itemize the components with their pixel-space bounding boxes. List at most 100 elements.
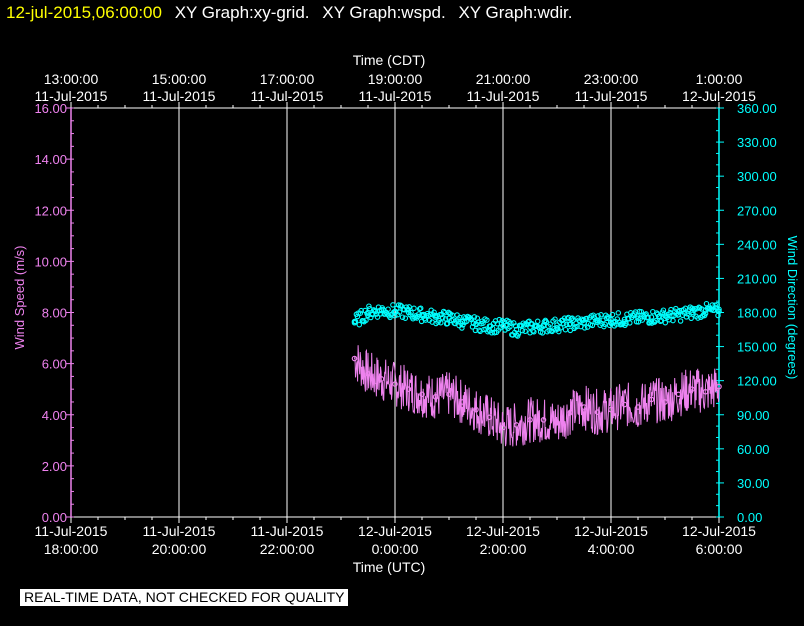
- wdir-marker: [645, 314, 651, 320]
- y-left-tick-label: 14.00: [34, 152, 67, 167]
- wdir-marker: [352, 318, 359, 325]
- y-right-tick-label: 180.00: [737, 306, 777, 321]
- wdir-marker: [669, 312, 675, 319]
- wdir-marker: [557, 325, 564, 331]
- wdir-marker: [363, 317, 369, 324]
- y-left-tick-label: 2.00: [42, 459, 67, 474]
- top-tick-date: 11-Jul-2015: [575, 88, 648, 104]
- wdir-marker: [683, 314, 690, 320]
- bottom-tick-time: 20:00:00: [152, 541, 207, 557]
- wdir-marker: [633, 318, 640, 325]
- wdir-marker: [396, 309, 403, 315]
- wdir-marker: [675, 309, 682, 315]
- wdir-marker: [677, 318, 684, 324]
- graph-label-wdir: XY Graph:wdir.: [458, 3, 573, 22]
- wdir-marker: [615, 310, 622, 316]
- top-tick-time: 21:00:00: [476, 71, 531, 87]
- wdir-marker: [530, 328, 536, 334]
- y-right-tick-label: 240.00: [737, 237, 777, 252]
- grid-lines: [70, 108, 720, 517]
- wdir-marker: [507, 324, 513, 330]
- wdir-marker: [417, 305, 424, 311]
- y-right-tick-label: 120.00: [737, 374, 777, 389]
- timestamp: 12-jul-2015,06:00:00: [6, 3, 162, 22]
- wdir-marker: [397, 302, 404, 309]
- wdir-marker: [531, 329, 537, 335]
- wdir-marker: [562, 326, 569, 333]
- wdir-marker: [484, 317, 490, 323]
- wdir-marker: [715, 312, 721, 319]
- wdir-marker: [539, 330, 546, 336]
- top-tick-date: 11-Jul-2015: [251, 88, 324, 104]
- wdir-marker: [698, 306, 705, 312]
- wdir-marker: [596, 317, 602, 324]
- wdir-marker: [555, 326, 561, 332]
- wdir-marker: [552, 316, 558, 322]
- bottom-axis-title: Time (UTC): [353, 559, 426, 575]
- wdir-marker: [543, 319, 550, 325]
- wdir-marker: [438, 319, 444, 326]
- wdir-marker: [373, 311, 380, 317]
- y-left-tick-label: 0.00: [42, 510, 67, 525]
- bottom-tick-date: 12-Jul-2015: [466, 523, 540, 539]
- wdir-marker: [411, 305, 417, 312]
- wdir-marker: [471, 314, 478, 320]
- wdir-marker: [399, 314, 406, 320]
- wdir-marker: [459, 325, 465, 331]
- top-tick-date: 11-Jul-2015: [143, 88, 216, 104]
- wdir-marker: [469, 324, 476, 330]
- bottom-tick-time: 0:00:00: [372, 541, 419, 557]
- wspd-data-point: [392, 381, 398, 387]
- wdir-marker: [385, 306, 391, 312]
- bottom-tick-time: 4:00:00: [588, 541, 635, 557]
- y-right-tick-label: 330.00: [737, 135, 777, 150]
- wdir-marker: [356, 321, 363, 328]
- bottom-tick-date: 12-Jul-2015: [574, 523, 648, 539]
- wdir-marker: [560, 320, 567, 327]
- y-right-tick-label: 270.00: [737, 203, 777, 218]
- wdir-marker: [713, 305, 719, 311]
- y-left-tick-label: 4.00: [42, 408, 67, 423]
- wdir-marker: [662, 319, 669, 326]
- y-left-tick-label: 10.00: [34, 254, 67, 269]
- wdir-marker: [581, 325, 588, 331]
- bottom-tick-date: 12-Jul-2015: [682, 523, 756, 539]
- wdir-marker: [563, 321, 570, 328]
- wdir-marker: [566, 321, 573, 328]
- wdir-marker: [609, 311, 616, 318]
- wdir-marker: [656, 313, 663, 319]
- wdir-marker: [534, 318, 541, 325]
- wdir-marker: [519, 327, 526, 334]
- bottom-tick-time: 18:00:00: [44, 541, 99, 557]
- y-right-axis-title: Wind Direction (degrees): [785, 236, 800, 380]
- wdir-marker: [405, 306, 411, 313]
- wdir-marker: [540, 322, 547, 328]
- y-left-tick-label: 12.00: [34, 203, 67, 218]
- wdir-marker: [547, 321, 553, 327]
- bottom-tick-date: 12-Jul-2015: [358, 523, 432, 539]
- bottom-tick-time: 2:00:00: [480, 541, 527, 557]
- top-tick-date: 11-Jul-2015: [359, 88, 432, 104]
- y-left-tick-label: 6.00: [42, 357, 67, 372]
- y-right-tick-label: 210.00: [737, 271, 777, 286]
- graph-label-grid: XY Graph:xy-grid.: [174, 3, 310, 22]
- wdir-marker: [390, 302, 396, 308]
- wdir-marker: [607, 319, 614, 326]
- chart-header: 12-jul-2015,06:00:00 XY Graph:xy-grid. X…: [6, 3, 572, 23]
- graph-label-wspd: XY Graph:wspd.: [322, 3, 446, 22]
- wdir-marker: [714, 301, 720, 308]
- y-right-tick-label: 300.00: [737, 169, 777, 184]
- wdir-marker: [440, 308, 447, 315]
- wdir-marker: [366, 303, 372, 309]
- wdir-marker: [515, 330, 522, 337]
- top-axis-title: Time (CDT): [353, 52, 426, 68]
- wdir-marker: [406, 304, 412, 310]
- wdir-marker: [716, 306, 722, 313]
- wdir-marker: [583, 315, 590, 322]
- wdir-marker: [354, 313, 361, 320]
- wdir-marker: [374, 314, 381, 320]
- wdir-marker: [402, 315, 409, 321]
- right-axis: 0.00 30.00 60.00 90.00 120.00 150.00 180.00 210…: [716, 101, 800, 525]
- wdir-marker: [470, 320, 477, 327]
- y-right-tick-label: 60.00: [737, 442, 770, 457]
